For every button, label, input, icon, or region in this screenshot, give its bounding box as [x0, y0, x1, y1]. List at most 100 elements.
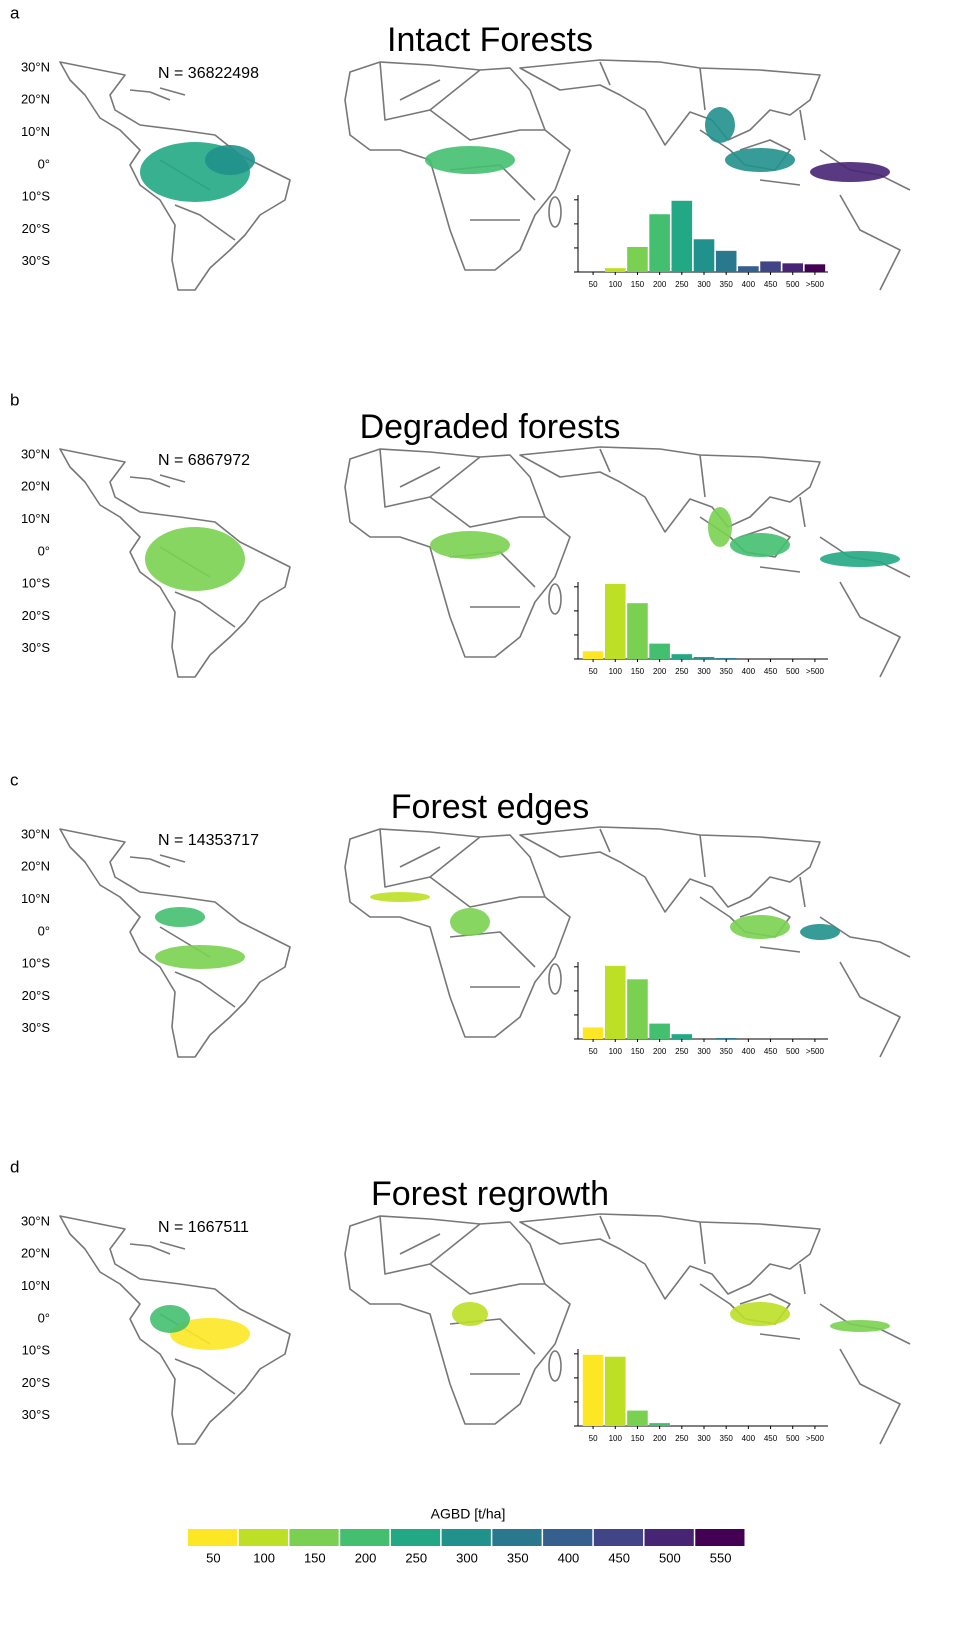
- x-tick-label: 450: [764, 1047, 778, 1056]
- x-tick-label: 350: [720, 1434, 734, 1443]
- x-tick-label: 450: [764, 1434, 778, 1443]
- x-tick-label: 400: [742, 1434, 756, 1443]
- x-tick-label: 150: [631, 280, 645, 289]
- colorbar-tick-label: 300: [456, 1550, 478, 1565]
- biomass-cluster: [830, 1320, 890, 1332]
- x-tick-label: 450: [764, 667, 778, 676]
- lat-tick-label: 10°S: [22, 1343, 51, 1358]
- lat-tick-label: 20°S: [22, 988, 51, 1003]
- biomass-cluster: [170, 1318, 250, 1350]
- lat-tick-label: 30°S: [22, 1020, 51, 1035]
- lat-tick-label: 20°N: [21, 479, 50, 494]
- biomass-cluster: [205, 145, 255, 175]
- panel-letter: d: [10, 1157, 19, 1176]
- colorbar-tick-label: 50: [206, 1550, 220, 1565]
- map: [59, 59, 911, 291]
- lat-tick-label: 10°N: [21, 511, 50, 526]
- x-tick-label: >500: [806, 1047, 825, 1056]
- lat-tick-label: 10°N: [21, 891, 50, 906]
- biomass-cluster: [450, 908, 490, 936]
- lat-tick-label: 20°N: [21, 1246, 50, 1261]
- colorbar-tick-label: 150: [304, 1550, 326, 1565]
- histogram-bar: [582, 1027, 604, 1039]
- histogram-bar: [693, 239, 715, 272]
- lat-tick-label: 20°S: [22, 1375, 51, 1390]
- panel: c Forest edges N = 14353717 30°N 20°N 10°N 0° 1…: [10, 770, 911, 1061]
- panels: a Intact Forests N = 36822498 30°N 20°N 10°N 0…: [10, 3, 911, 1448]
- histogram-bar: [782, 263, 804, 272]
- map: [59, 826, 911, 1058]
- x-tick-label: 500: [786, 1434, 800, 1443]
- colorbar-tick-label: 200: [355, 1550, 377, 1565]
- histogram-bar: [649, 214, 670, 272]
- histogram-bar: [671, 654, 693, 659]
- x-tick-label: 400: [742, 280, 756, 289]
- lat-tick-label: 0°: [38, 543, 50, 558]
- x-tick-label: 50: [589, 667, 598, 676]
- histogram-bar: [649, 1023, 670, 1039]
- panel-title: Forest edges: [391, 788, 589, 826]
- lat-tick-label: 20°N: [21, 92, 50, 107]
- colorbar-tick-label: 250: [405, 1550, 427, 1565]
- histogram-bar: [604, 965, 626, 1039]
- lat-tick-label: 20°N: [21, 859, 50, 874]
- lat-tick-label: 0°: [38, 1310, 50, 1325]
- biomass-cluster: [800, 924, 840, 940]
- colorbar-tick-label: 350: [507, 1550, 529, 1565]
- panel-letter: b: [10, 390, 19, 409]
- x-tick-label: 200: [653, 667, 667, 676]
- colorbar-swatch: [644, 1529, 694, 1546]
- lat-tick-label: 0°: [38, 156, 50, 171]
- colorbar-tick-label: 100: [253, 1550, 275, 1565]
- x-tick-label: 450: [764, 280, 778, 289]
- panel-title: Forest regrowth: [371, 1175, 609, 1213]
- biomass-cluster: [730, 1302, 790, 1326]
- lat-tick-label: 30°S: [22, 640, 51, 655]
- panel: d Forest regrowth N = 1667511 30°N 20°N 10°N 0…: [10, 1157, 911, 1448]
- x-tick-label: 350: [720, 280, 734, 289]
- histogram-bar: [715, 250, 737, 272]
- lat-tick-label: 10°N: [21, 1278, 50, 1293]
- x-tick-label: 250: [675, 1434, 689, 1443]
- biomass-cluster: [430, 531, 510, 559]
- lat-tick-label: 30°N: [21, 826, 50, 841]
- x-tick-label: 300: [697, 280, 711, 289]
- histogram-bar: [582, 651, 604, 659]
- histogram-bar: [627, 979, 648, 1039]
- x-tick-label: >500: [806, 280, 825, 289]
- x-tick-label: 500: [786, 1047, 800, 1056]
- x-tick-label: >500: [806, 667, 825, 676]
- colorbar-swatch: [289, 1529, 339, 1546]
- biomass-cluster: [155, 907, 205, 927]
- colorbar-swatch: [390, 1529, 441, 1546]
- x-tick-label: 150: [631, 1434, 645, 1443]
- x-tick-label: 500: [786, 667, 800, 676]
- lat-tick-label: 20°S: [22, 608, 51, 623]
- colorbar-swatch: [593, 1529, 644, 1546]
- x-tick-label: 50: [589, 1047, 598, 1056]
- x-tick-label: 200: [653, 1047, 667, 1056]
- x-tick-label: 50: [589, 1434, 598, 1443]
- x-tick-label: 250: [675, 1047, 689, 1056]
- biomass-cluster: [730, 915, 790, 939]
- lat-tick-label: 0°: [38, 923, 50, 938]
- panel-title: Intact Forests: [387, 21, 593, 59]
- biomass-cluster: [725, 148, 795, 172]
- x-tick-label: 250: [675, 280, 689, 289]
- colorbar-swatch: [695, 1529, 745, 1546]
- panel-letter: a: [10, 3, 20, 22]
- colorbar-swatch: [238, 1529, 288, 1546]
- histogram-bar: [604, 268, 626, 272]
- biomass-cluster: [810, 162, 890, 182]
- biomass-cluster: [425, 146, 515, 174]
- colorbar-tick-label: 450: [608, 1550, 630, 1565]
- colorbar-swatch: [492, 1529, 542, 1546]
- lat-tick-label: 10°S: [22, 576, 51, 591]
- biomass-cluster: [145, 527, 245, 591]
- colorbar-tick-label: 500: [659, 1550, 681, 1565]
- biomass-cluster: [370, 892, 430, 902]
- sample-count: N = 1667511: [158, 1219, 249, 1236]
- lat-tick-label: 10°S: [22, 189, 51, 204]
- lat-tick-label: 10°N: [21, 124, 50, 139]
- x-tick-label: 100: [609, 1047, 623, 1056]
